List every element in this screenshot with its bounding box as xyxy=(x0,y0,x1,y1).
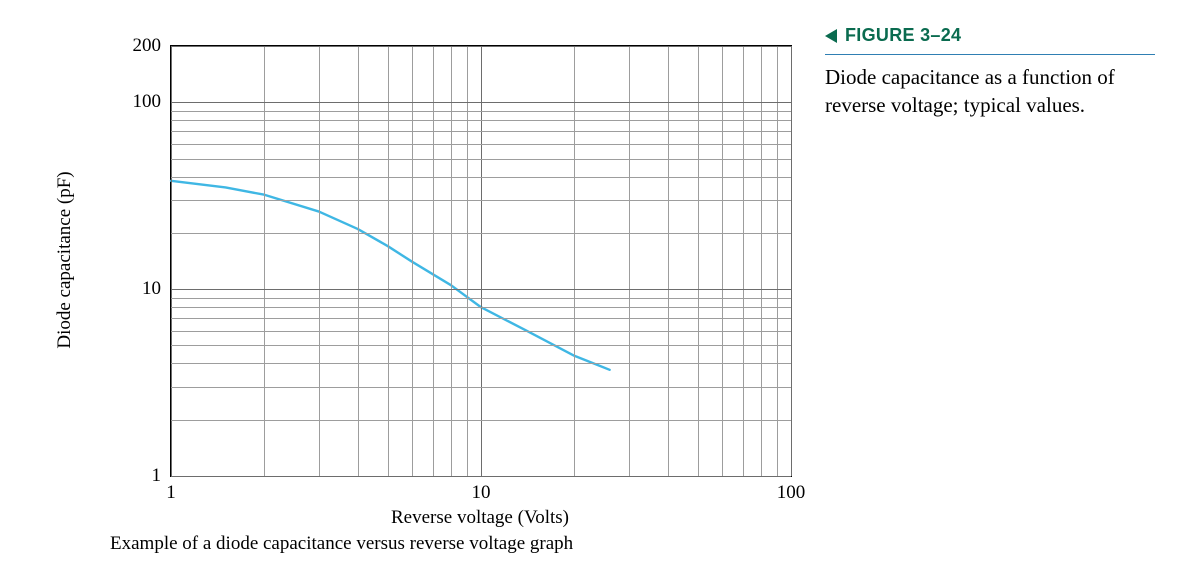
figure-rule xyxy=(825,54,1155,55)
y-axis-label: Diode capacitance (pF) xyxy=(54,171,76,348)
gridline-horizontal xyxy=(171,363,791,364)
figure-caption-header: FIGURE 3–24 xyxy=(825,25,1155,46)
x-tick-label: 100 xyxy=(777,482,806,504)
gridline-horizontal xyxy=(171,46,791,47)
x-tick-label: 10 xyxy=(472,482,491,504)
figure-description: Diode capacitance as a function of rever… xyxy=(825,63,1155,120)
gridline-horizontal xyxy=(171,476,791,477)
x-axis-label: Reverse voltage (Volts) xyxy=(391,507,569,529)
y-tick-label: 10 xyxy=(142,278,161,300)
y-tick-label: 200 xyxy=(133,35,162,57)
gridline-horizontal xyxy=(171,200,791,201)
gridline-horizontal xyxy=(171,120,791,121)
gridline-vertical xyxy=(791,46,792,476)
gridline-horizontal xyxy=(171,102,791,103)
gridline-horizontal xyxy=(171,111,791,112)
triangle-left-icon xyxy=(825,29,837,43)
gridline-horizontal xyxy=(171,233,791,234)
gridline-horizontal xyxy=(171,387,791,388)
y-tick-label: 100 xyxy=(133,91,162,113)
gridline-horizontal xyxy=(171,298,791,299)
gridline-horizontal xyxy=(171,159,791,160)
gridline-horizontal xyxy=(171,307,791,308)
gridline-horizontal xyxy=(171,289,791,290)
gridline-horizontal xyxy=(171,144,791,145)
gridline-horizontal xyxy=(171,318,791,319)
gridline-horizontal xyxy=(171,345,791,346)
chart-caption: Example of a diode capacitance versus re… xyxy=(110,533,573,555)
figure-label: FIGURE 3–24 xyxy=(845,25,961,46)
page: { "chart": { "type": "line", "plot_width… xyxy=(0,0,1187,575)
gridline-horizontal xyxy=(171,131,791,132)
capacitance-curve xyxy=(171,181,610,370)
chart-plot-area: 110100110100200 xyxy=(170,45,792,477)
gridline-horizontal xyxy=(171,420,791,421)
gridline-horizontal xyxy=(171,177,791,178)
gridline-horizontal xyxy=(171,331,791,332)
figure-caption-block: FIGURE 3–24 Diode capacitance as a funct… xyxy=(825,25,1155,120)
y-tick-label: 1 xyxy=(152,465,162,487)
x-tick-label: 1 xyxy=(166,482,176,504)
